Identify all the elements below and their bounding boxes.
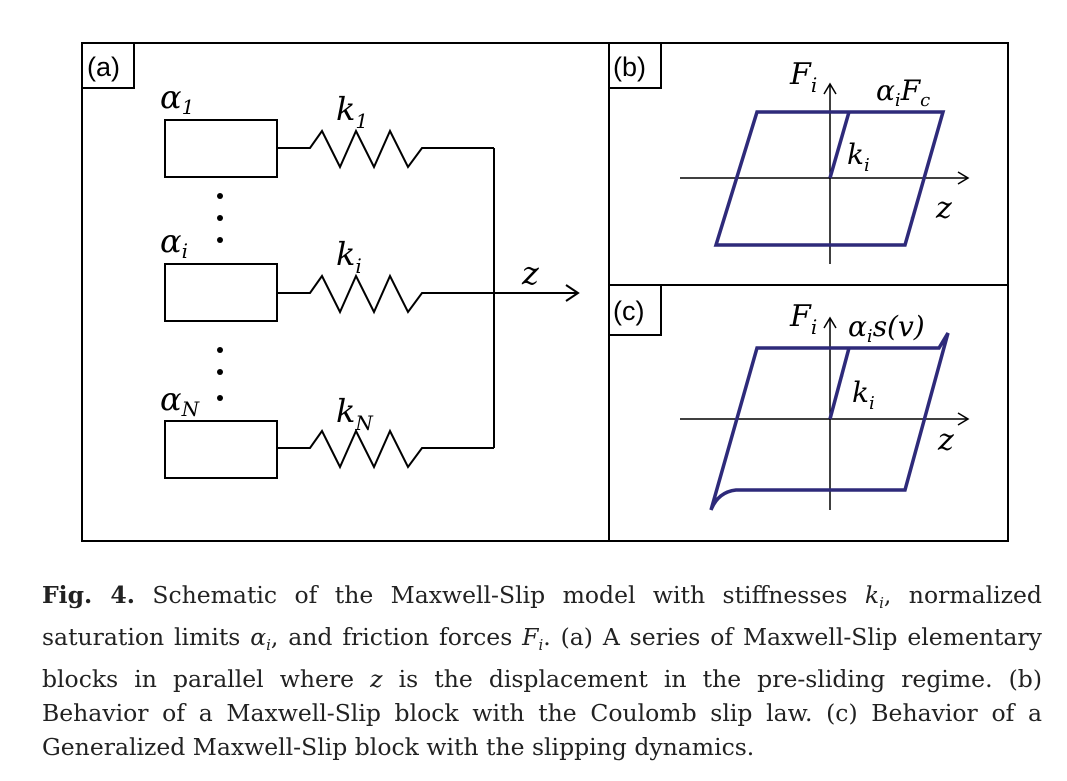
caption-math-F: F [522,623,539,651]
panel-b-label-F: Fi [789,57,817,97]
caption-text-3: , and friction forces [270,623,513,651]
panel-b-arrow-right [910,197,918,219]
panel-c-slope-line [828,347,851,420]
caption-text-5: is the displacement in the pre-sliding r… [42,665,1042,761]
caption-math-k: k [864,581,880,609]
caption-math-k-sub: i [879,594,884,612]
panel-c: (c) Fi αis(v) ki z [608,284,970,511]
panel-c-y-arrowhead [823,316,837,329]
panel-c-x-arrowhead [957,412,970,426]
block-N [164,420,278,479]
label-z: z [521,254,540,292]
panel-b-loop [713,110,946,247]
caption-math-F-sub: i [538,636,544,654]
label-k-N: kN [336,392,374,435]
panel-b: (b) Fi αiFc ki z [608,42,970,264]
panel-a-tag: (a) [87,52,120,82]
label-alpha-N: αN [160,380,201,421]
caption-label: Fig. 4. [42,581,135,609]
label-alpha-1: α1 [160,78,194,119]
caption-math-z: z [370,665,383,693]
panel-b-label-z: z [935,191,952,226]
panel-c-tag-box [608,284,662,336]
ellipsis-dot [217,347,223,353]
panel-c-arrow-slope [839,375,844,387]
panel-c-loop [709,332,950,511]
panel-b-slope-line [828,111,851,179]
caption-text-4: . (a) A series of Maxwell-Slip elementar… [42,623,1042,693]
panel-b-label-alphaFc: αiFc [876,74,930,111]
panel-b-arrow-slope [839,134,844,146]
panel-a: (a) α1 αi αN k1 ki [81,42,580,479]
ellipsis-dot [217,215,223,221]
spring-i [277,273,578,315]
panel-b-x-arrowhead [957,171,970,185]
ellipsis-dot [217,237,223,243]
panel-c-label-alpha-s: αis(v) [848,310,925,347]
panel-b-tag: (b) [613,52,646,82]
caption-text-1: Schematic of the Maxwell-Slip model with… [152,581,848,609]
panel-c-label-F: Fi [789,299,817,339]
figure-frame [81,42,1009,542]
panel-b-label-k: ki [847,138,870,176]
maxwell-slip-figure: (a) α1 αi αN k1 ki [81,42,1009,542]
label-k-1: k1 [336,90,368,133]
panel-c-label-k: ki [852,376,875,414]
caption-math-alpha: α [250,623,267,651]
ellipsis-dot [217,395,223,401]
panel-c-arrow-left [736,397,744,419]
panel-b-arrow-left [735,161,743,183]
block-i [164,263,278,322]
z-arrow-head [565,284,580,302]
ellipsis-dot [217,193,223,199]
panel-c-tag: (c) [613,296,644,326]
spring-1 [277,128,494,170]
caption-math-alpha-sub: i [266,636,271,654]
figure-caption: Fig. 4. Schematic of the Maxwell-Slip mo… [42,578,1042,764]
label-k-i: ki [336,235,362,278]
panel-c-arrow-right [911,439,919,461]
spring-N [277,428,494,470]
panel-b-y-arrowhead [823,82,837,95]
panel-c-label-z: z [937,423,954,458]
block-1 [164,119,278,178]
label-alpha-i: αi [160,222,188,263]
panel-a-tag-box [81,42,135,89]
ellipsis-dot [217,369,223,375]
panel-b-tag-box [608,42,662,89]
caption-text-2: , normalized saturation limits [42,581,1042,651]
